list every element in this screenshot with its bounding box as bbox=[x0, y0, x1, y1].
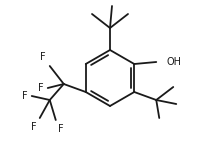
Text: F: F bbox=[58, 124, 63, 134]
Text: F: F bbox=[22, 91, 28, 101]
Text: F: F bbox=[40, 52, 45, 62]
Text: F: F bbox=[31, 122, 37, 132]
Text: OH: OH bbox=[165, 57, 180, 67]
Text: F: F bbox=[38, 83, 43, 93]
